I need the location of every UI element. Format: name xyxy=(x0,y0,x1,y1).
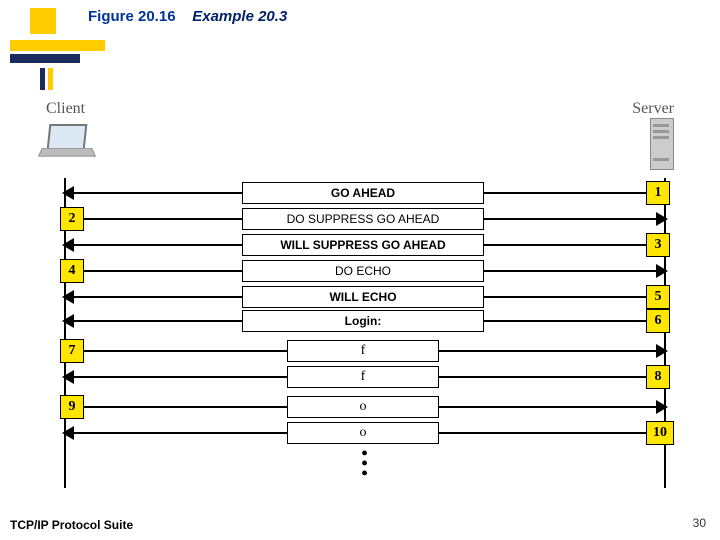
arrow-left-icon xyxy=(62,186,74,200)
arrow-right-icon xyxy=(656,264,668,278)
message-row: o9 xyxy=(62,396,668,418)
step-badge: 8 xyxy=(646,365,670,389)
step-badge: 10 xyxy=(646,421,674,445)
ellipsis-icon: ••• xyxy=(361,448,368,478)
message-box: Login: xyxy=(242,310,484,332)
decor-bar-mid xyxy=(10,54,80,63)
message-row: f8 xyxy=(62,366,668,388)
message-box: o xyxy=(287,422,439,444)
message-box: DO SUPPRESS GO AHEAD xyxy=(242,208,484,230)
step-badge: 4 xyxy=(60,259,84,283)
server-label: Server xyxy=(632,100,674,118)
client-icon xyxy=(40,124,92,160)
message-row: GO AHEAD 1 xyxy=(62,182,668,204)
message-box: GO AHEAD xyxy=(242,182,484,204)
figure-title: Figure 20.16 Example 20.3 xyxy=(88,8,287,25)
message-box: f xyxy=(287,366,439,388)
example-label: Example 20.3 xyxy=(192,8,287,25)
decor-bar-top xyxy=(10,40,105,51)
message-box: DO ECHO xyxy=(242,260,484,282)
server-icon xyxy=(646,118,676,172)
decor-tick-1 xyxy=(40,68,45,90)
step-badge: 2 xyxy=(60,207,84,231)
page-number: 30 xyxy=(693,516,706,530)
arrow-left-icon xyxy=(62,370,74,384)
step-badge: 1 xyxy=(646,181,670,205)
message-row: DO ECHO 4 xyxy=(62,260,668,282)
decor-tick-2 xyxy=(48,68,53,90)
message-box: WILL SUPPRESS GO AHEAD xyxy=(242,234,484,256)
arrow-right-icon xyxy=(656,344,668,358)
sequence-diagram: Client Server GO AHEAD1DO SUPPRESS GO AH… xyxy=(62,100,668,490)
message-row: WILL SUPPRESS GO AHEAD 3 xyxy=(62,234,668,256)
step-badge: 3 xyxy=(646,233,670,257)
arrow-right-icon xyxy=(656,212,668,226)
arrow-left-icon xyxy=(62,314,74,328)
footer-text: TCP/IP Protocol Suite xyxy=(10,518,133,532)
figure-label: Figure 20.16 xyxy=(88,8,176,25)
message-box: o xyxy=(287,396,439,418)
decor-square xyxy=(30,8,56,34)
arrow-left-icon xyxy=(62,426,74,440)
arrow-right-icon xyxy=(656,400,668,414)
message-row: o10 xyxy=(62,422,668,444)
arrow-left-icon xyxy=(62,290,74,304)
message-row: DO SUPPRESS GO AHEAD 2 xyxy=(62,208,668,230)
step-badge: 6 xyxy=(646,309,670,333)
arrow-left-icon xyxy=(62,238,74,252)
message-box: f xyxy=(287,340,439,362)
message-row: Login: 6 xyxy=(62,310,668,332)
message-row: WILL ECHO 5 xyxy=(62,286,668,308)
step-badge: 7 xyxy=(60,339,84,363)
message-box: WILL ECHO xyxy=(242,286,484,308)
step-badge: 5 xyxy=(646,285,670,309)
step-badge: 9 xyxy=(60,395,84,419)
client-label: Client xyxy=(46,100,85,118)
message-row: f7 xyxy=(62,340,668,362)
